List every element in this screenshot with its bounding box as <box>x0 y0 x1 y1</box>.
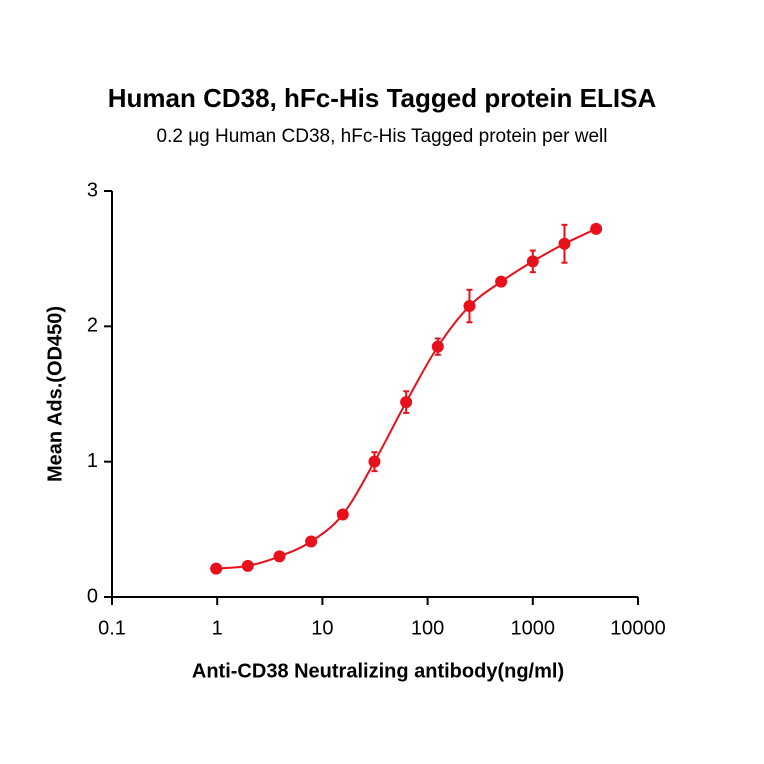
data-point <box>210 562 223 575</box>
data-point <box>368 455 381 468</box>
y-tick-label: 2 <box>87 315 98 337</box>
chart-subtitle: 0.2 μg Human CD38, hFc-His Tagged protei… <box>157 126 608 147</box>
data-point <box>305 535 318 548</box>
y-tick-label: 0 <box>87 585 98 607</box>
data-point <box>558 237 571 250</box>
data-point <box>590 222 603 235</box>
x-tick-label: 100 <box>411 617 444 639</box>
x-tick-label: 10000 <box>610 617 666 639</box>
y-tick-label: 3 <box>87 179 98 201</box>
x-tick-label: 1 <box>212 617 223 639</box>
y-tick-label: 1 <box>87 450 98 472</box>
x-tick-label: 1000 <box>511 617 556 639</box>
x-tick-label: 0.1 <box>98 617 126 639</box>
data-point <box>495 275 508 288</box>
data-point <box>400 396 413 409</box>
chart-title: Human CD38, hFc-His Tagged protein ELISA <box>108 83 657 113</box>
data-point <box>431 340 444 353</box>
y-axis-label: Mean Ads.(OD450) <box>44 306 66 482</box>
data-point <box>273 550 286 563</box>
data-point <box>526 255 539 268</box>
x-axis-label: Anti-CD38 Neutralizing antibody(ng/ml) <box>192 660 564 682</box>
x-tick-label: 10 <box>311 617 333 639</box>
data-point <box>241 559 254 572</box>
data-point <box>463 300 476 313</box>
data-point <box>336 508 349 521</box>
